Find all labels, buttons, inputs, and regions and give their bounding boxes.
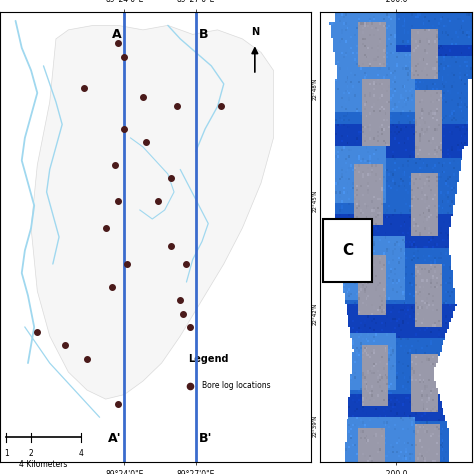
Text: 2: 2 (29, 448, 34, 457)
Text: 22°42'N: 22°42'N (312, 302, 317, 325)
Text: 4 Kilometers: 4 Kilometers (19, 460, 68, 469)
Bar (323, 219, 372, 282)
Text: C: C (342, 243, 353, 258)
Text: B': B' (199, 432, 212, 445)
Text: B: B (199, 27, 209, 41)
Text: 22°48'N: 22°48'N (312, 77, 317, 100)
Text: 1: 1 (4, 448, 9, 457)
Text: N: N (251, 27, 259, 36)
Text: A': A' (108, 432, 121, 445)
Polygon shape (31, 26, 273, 399)
Text: 22°45'N: 22°45'N (312, 190, 317, 212)
Text: A: A (111, 27, 121, 41)
Text: 4: 4 (78, 448, 83, 457)
Text: 22°39'N: 22°39'N (312, 415, 317, 438)
Text: Legend: Legend (188, 354, 228, 364)
Text: Bore log locations: Bore log locations (202, 381, 271, 390)
